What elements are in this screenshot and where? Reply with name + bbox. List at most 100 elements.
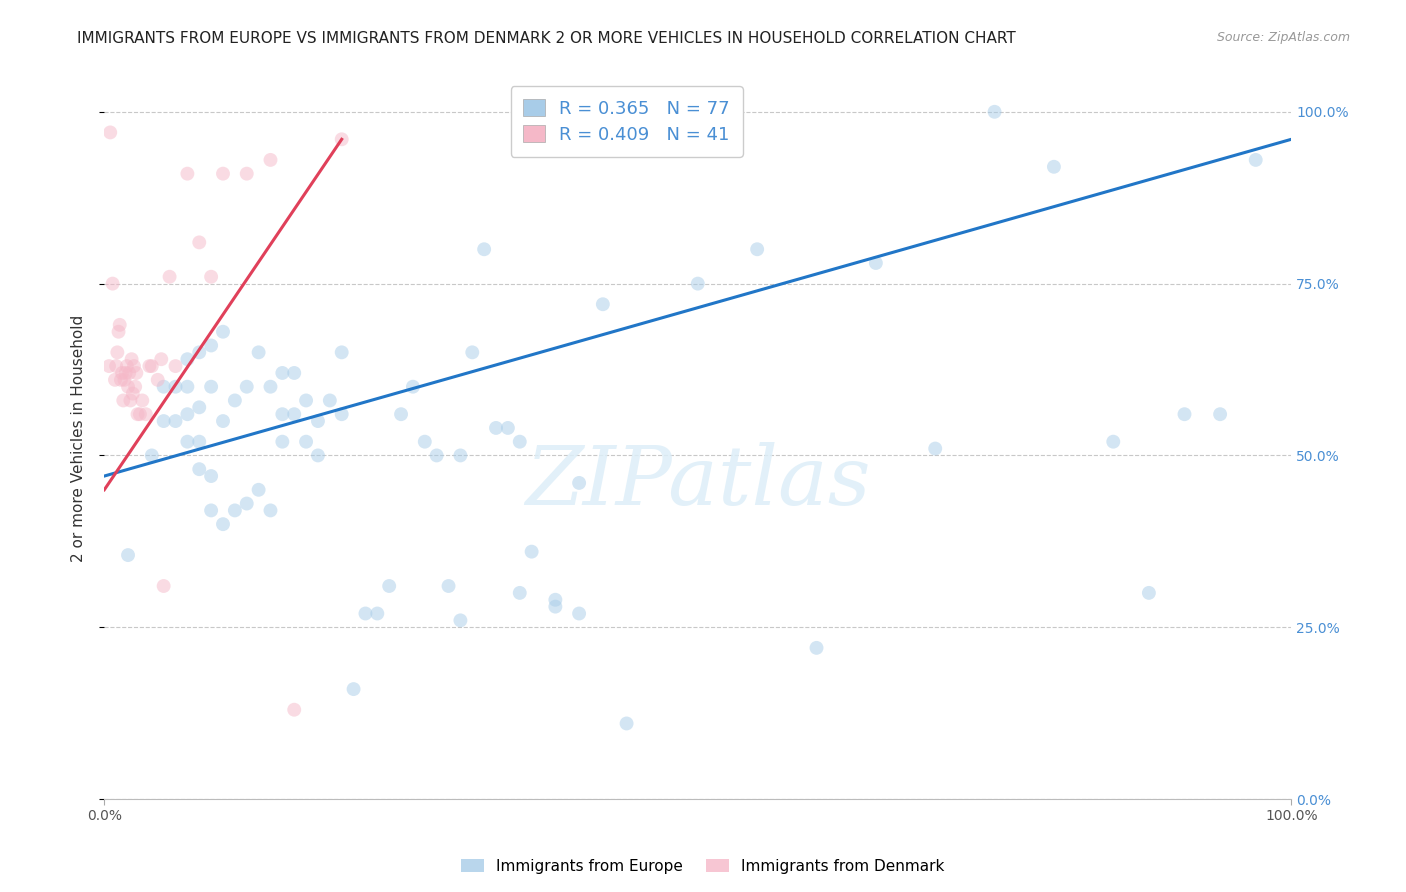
Point <box>224 503 246 517</box>
Point <box>122 359 145 373</box>
Point <box>165 359 187 373</box>
Point <box>1043 160 1066 174</box>
Point <box>200 338 222 352</box>
Point <box>188 434 211 449</box>
Point <box>330 345 353 359</box>
Point <box>114 366 136 380</box>
Point <box>108 318 131 332</box>
Point <box>259 380 281 394</box>
Point <box>330 132 353 146</box>
Point <box>366 607 388 621</box>
Point <box>212 517 235 532</box>
Point <box>165 414 187 428</box>
Point <box>520 544 543 558</box>
Point <box>121 386 143 401</box>
Point <box>924 442 946 456</box>
Point <box>235 167 257 181</box>
Point <box>616 716 638 731</box>
Point <box>200 269 222 284</box>
Point <box>544 592 567 607</box>
Point <box>389 407 412 421</box>
Point <box>200 503 222 517</box>
Point <box>295 434 318 449</box>
Point <box>124 380 146 394</box>
Point <box>115 359 138 373</box>
Point <box>118 366 141 380</box>
Y-axis label: 2 or more Vehicles in Household: 2 or more Vehicles in Household <box>72 315 86 562</box>
Point <box>485 421 508 435</box>
Point <box>496 421 519 435</box>
Point <box>568 607 591 621</box>
Point <box>235 497 257 511</box>
Point <box>165 380 187 394</box>
Point <box>105 345 128 359</box>
Point <box>402 380 425 394</box>
Point <box>271 434 294 449</box>
Point <box>111 366 134 380</box>
Point <box>283 366 305 380</box>
Point <box>378 579 401 593</box>
Point <box>188 345 211 359</box>
Legend: Immigrants from Europe, Immigrants from Denmark: Immigrants from Europe, Immigrants from … <box>456 853 950 880</box>
Point <box>747 242 769 256</box>
Point <box>176 380 198 394</box>
Point <box>283 407 305 421</box>
Point <box>98 359 121 373</box>
Point <box>592 297 614 311</box>
Point <box>413 434 436 449</box>
Point <box>247 345 270 359</box>
Point <box>131 393 153 408</box>
Point <box>141 359 163 373</box>
Point <box>212 167 235 181</box>
Point <box>247 483 270 497</box>
Point <box>271 366 294 380</box>
Point <box>449 449 471 463</box>
Point <box>188 401 211 415</box>
Point <box>212 325 235 339</box>
Point <box>437 579 460 593</box>
Point <box>117 548 139 562</box>
Point <box>259 153 281 167</box>
Point <box>152 414 174 428</box>
Point <box>105 359 128 373</box>
Text: IMMIGRANTS FROM EUROPE VS IMMIGRANTS FROM DENMARK 2 OR MORE VEHICLES IN HOUSEHOL: IMMIGRANTS FROM EUROPE VS IMMIGRANTS FRO… <box>77 31 1017 46</box>
Point <box>544 599 567 614</box>
Point <box>1173 407 1195 421</box>
Point <box>472 242 495 256</box>
Point <box>235 380 257 394</box>
Point <box>509 586 531 600</box>
Point <box>686 277 709 291</box>
Point <box>150 352 173 367</box>
Point <box>983 104 1005 119</box>
Point <box>127 407 149 421</box>
Point <box>259 503 281 517</box>
Point <box>461 345 484 359</box>
Point <box>135 407 157 421</box>
Point <box>141 449 163 463</box>
Point <box>200 380 222 394</box>
Point <box>1102 434 1125 449</box>
Point <box>330 407 353 421</box>
Point <box>114 373 136 387</box>
Point <box>307 414 329 428</box>
Point <box>283 703 305 717</box>
Point <box>104 373 127 387</box>
Point <box>112 393 135 408</box>
Point <box>117 380 139 394</box>
Point <box>152 579 174 593</box>
Point <box>307 449 329 463</box>
Point <box>1137 586 1160 600</box>
Point <box>176 407 198 421</box>
Point <box>129 407 152 421</box>
Point <box>865 256 887 270</box>
Point <box>176 167 198 181</box>
Point <box>159 269 181 284</box>
Point <box>200 469 222 483</box>
Point <box>319 393 342 408</box>
Point <box>107 325 129 339</box>
Point <box>1244 153 1267 167</box>
Point <box>426 449 449 463</box>
Point <box>212 414 235 428</box>
Text: Source: ZipAtlas.com: Source: ZipAtlas.com <box>1216 31 1350 45</box>
Point <box>110 373 132 387</box>
